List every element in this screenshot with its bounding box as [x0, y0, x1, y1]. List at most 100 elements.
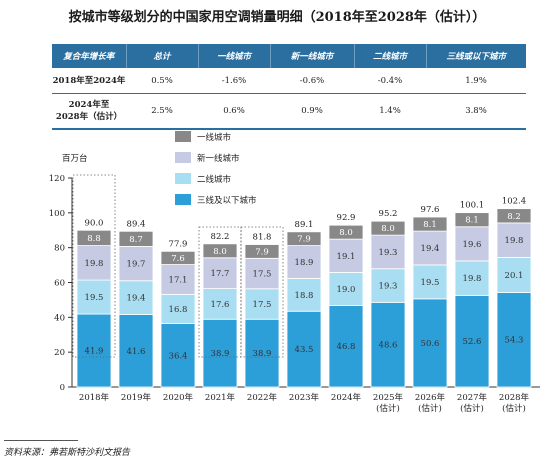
segment-label: 7.6: [171, 254, 185, 264]
segment-label: 52.6: [463, 337, 482, 347]
segment-label: 8.1: [423, 220, 437, 230]
cagr-header-total: 总计: [126, 44, 199, 68]
segment-label: 19.4: [127, 294, 146, 304]
bar-segment-tier2: [454, 260, 490, 296]
total-label: 100.1: [460, 201, 484, 211]
stacked-bar-chart: 0 20 40 60 80 100 120 41.9 19.5 19.8 8.8 90.0 2018年 4…: [49, 174, 540, 414]
total-label: 89.1: [295, 220, 314, 230]
cagr-cell: 0.6%: [198, 93, 270, 130]
legend-label: 一线城市: [197, 132, 232, 143]
cagr-cell: 0.9%: [270, 93, 354, 130]
x-tick-label: 2020年: [163, 392, 194, 403]
y-axis-unit: 百万台: [62, 154, 88, 164]
segment-label: 18.8: [295, 291, 314, 301]
cagr-header-newtier1: 新一线城市: [270, 44, 355, 68]
source-divider: [4, 440, 78, 441]
segment-label: 19.1: [337, 252, 356, 262]
legend-item-tier3plus: 三线及以下城市: [175, 189, 257, 210]
bar-segment-tier1: [412, 216, 448, 232]
bar-segment-newtier1: [370, 234, 406, 270]
bar-segment-tier1: [118, 230, 154, 247]
bar-segment-tier1: [496, 208, 532, 224]
cagr-header-tier3plus: 三线或以下城市: [426, 44, 526, 68]
segment-label: 8.7: [129, 235, 143, 245]
x-tick-label: 2021年: [205, 392, 236, 403]
x-tick-label: 2026年: [415, 392, 446, 403]
segment-label: 17.6: [211, 300, 230, 310]
bar-segment-tier1: [328, 224, 364, 240]
segment-label: 8.0: [339, 228, 353, 238]
chart-legend: 一线城市 新一线城市 二线城市 三线及以下城市: [175, 126, 257, 210]
cagr-table: 复合年增长率 总计 一线城市 新一线城市 二线城市 三线或以下城市 2018年至…: [52, 44, 526, 130]
bar-segment-newtier1: [76, 245, 112, 281]
highlight-box: [72, 174, 116, 358]
segment-label: 19.7: [127, 260, 146, 270]
legend-item-newtier1: 新一线城市: [175, 147, 257, 168]
total-label: 81.8: [253, 233, 272, 243]
total-label: 82.2: [211, 232, 230, 242]
cagr-cell: -0.6%: [270, 68, 354, 94]
x-tick-label: 2018年: [79, 392, 110, 403]
segment-label: 20.1: [505, 271, 524, 281]
bar-segment-newtier1: [496, 222, 532, 258]
total-label: 102.4: [502, 197, 526, 207]
bar-segment-tier3plus: [328, 305, 364, 388]
segment-label: 7.9: [255, 247, 269, 257]
legend-swatch: [175, 194, 191, 205]
segment-label: 41.6: [127, 347, 146, 357]
x-tick-label: (估计): [418, 403, 442, 414]
segment-label: 16.8: [169, 305, 188, 315]
x-tick-label: 2019年: [121, 392, 152, 403]
y-tick-label: 60: [54, 279, 65, 289]
bar-segment-tier2: [286, 278, 322, 312]
cagr-cell: 1.9%: [426, 68, 526, 94]
segment-label: 19.8: [463, 274, 482, 284]
cagr-header-tier1: 一线城市: [198, 44, 271, 68]
x-tick-label: 2024年: [331, 392, 362, 403]
y-tick-label: 80: [54, 244, 65, 254]
segment-label: 41.9: [85, 347, 104, 357]
cagr-header-label: 复合年增长率: [52, 44, 127, 68]
bar-segment-tier3plus: [454, 294, 490, 388]
segment-label: 17.5: [253, 300, 272, 310]
x-tick-label: (估计): [460, 403, 484, 414]
bar-segment-tier1: [244, 244, 280, 259]
segment-label: 7.9: [297, 235, 311, 245]
total-label: 92.9: [337, 213, 356, 223]
segment-label: 19.0: [337, 285, 356, 295]
segment-label: 46.8: [337, 342, 356, 352]
total-label: 90.0: [85, 218, 104, 228]
bar-segment-newtier1: [202, 257, 238, 289]
bar-segment-tier1: [454, 212, 490, 228]
y-tick-label: 120: [49, 174, 65, 184]
bar-segment-tier3plus: [244, 318, 280, 388]
segment-label: 38.9: [253, 349, 272, 359]
bar-segment-tier3plus: [496, 292, 532, 388]
cagr-header-tier2: 二线城市: [354, 44, 427, 68]
cagr-cell: -1.6%: [198, 68, 270, 94]
segment-label: 19.3: [379, 248, 398, 258]
cagr-cell: 3.8%: [426, 93, 526, 130]
bar-segment-newtier1: [160, 264, 196, 295]
cagr-row-label: 2018年至2024年: [52, 68, 126, 94]
segment-label: 38.9: [211, 349, 230, 359]
cagr-row: 2024年至 2028年（估计） 2.5% 0.6% 0.9% 1.4% 3.8…: [52, 93, 526, 130]
bar-segment-newtier1: [412, 230, 448, 266]
legend-swatch: [175, 152, 191, 163]
segment-label: 54.3: [505, 336, 524, 346]
segment-label: 19.8: [505, 236, 524, 246]
bar-segment-tier2: [370, 268, 406, 303]
segment-label: 48.6: [379, 341, 398, 351]
bar-segment-tier1: [160, 250, 196, 265]
x-tick-label: 2025年: [373, 392, 404, 403]
segment-label: 19.4: [421, 244, 440, 254]
legend-label: 新一线城市: [197, 153, 240, 164]
y-tick-label: 0: [60, 383, 65, 393]
total-label: 95.2: [379, 209, 398, 219]
highlight-box: [198, 226, 242, 358]
y-tick-label: 40: [54, 313, 65, 323]
total-label: 97.6: [421, 205, 440, 215]
x-tick-label: (估计): [502, 403, 526, 414]
legend-label: 二线城市: [197, 174, 232, 185]
bar-segment-tier2: [244, 288, 280, 320]
